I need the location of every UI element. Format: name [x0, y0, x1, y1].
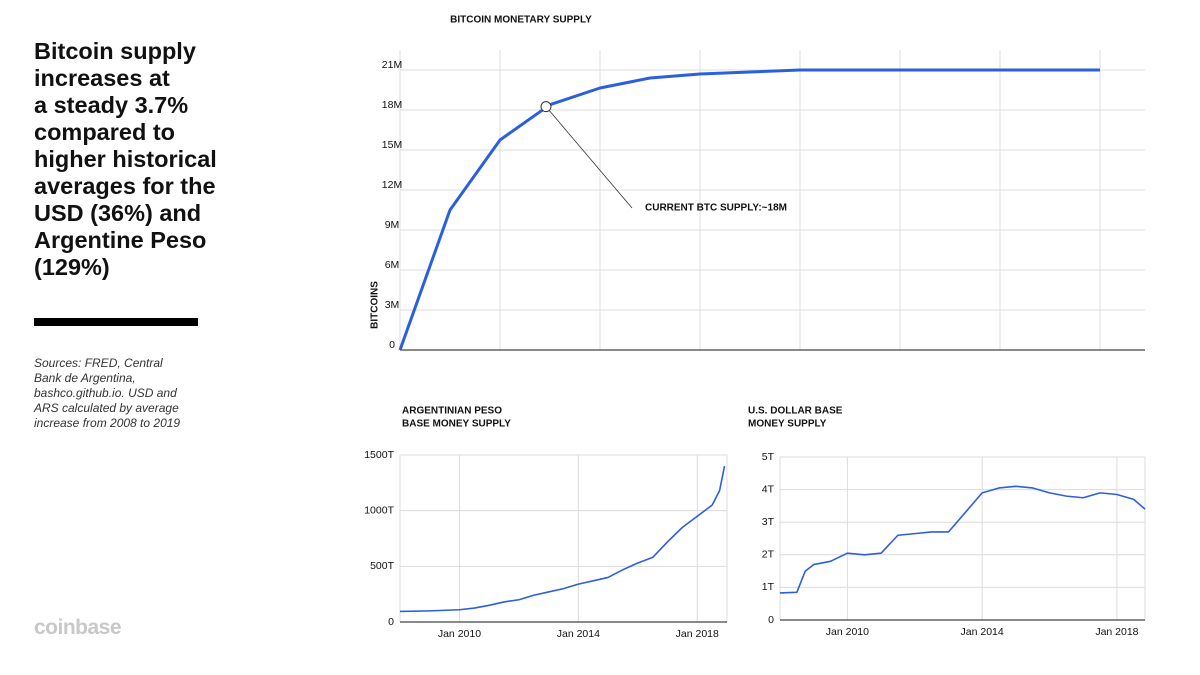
- sources-line: ARS calculated by average: [34, 401, 179, 415]
- x-tick-label: Jan 2018: [676, 628, 719, 640]
- sources-line: bashco.github.io. USD and: [34, 386, 177, 400]
- x-tick-label: Jan 2014: [557, 628, 600, 640]
- sources-line: increase from 2008 to 2019: [34, 416, 181, 430]
- headline: Bitcoin supply increases at a steady 3.7% c…: [34, 38, 217, 281]
- y-tick-label: 4T: [762, 483, 775, 495]
- y-tick-label: 0: [388, 616, 394, 628]
- sources-line: Bank de Argentina,: [34, 371, 136, 385]
- x-tick-label: Jan 2018: [1095, 626, 1138, 638]
- y-tick-label: 1500T: [364, 449, 394, 461]
- y-tick-label: 1T: [762, 581, 775, 593]
- y-tick-label: 21M: [382, 59, 402, 71]
- sources-line: Sources: FRED, Central: [34, 356, 163, 370]
- series-line: [399, 465, 726, 613]
- headline-line: compared to: [34, 119, 176, 145]
- headline-line: higher historical: [34, 146, 217, 172]
- chart-title: BASE MONEY SUPPLY: [402, 419, 511, 430]
- x-tick-label: Jan 2010: [438, 628, 481, 640]
- series-line: [779, 485, 1146, 594]
- y-tick-label: 6M: [385, 259, 400, 271]
- annotation: CURRENT BTC SUPPLY:~18M: [645, 203, 787, 214]
- divider: [34, 318, 198, 326]
- y-tick-label: 0: [768, 614, 774, 626]
- y-tick-label: 5T: [762, 451, 775, 463]
- headline-line: averages for the: [34, 173, 216, 199]
- headline-line: USD (36%) and: [34, 200, 202, 226]
- annotation-leader: [545, 106, 633, 209]
- y-tick-label: 2T: [762, 549, 775, 561]
- series-line: [398, 68, 1100, 351]
- y-tick-label: 1000T: [364, 504, 394, 516]
- y-tick-label: 500T: [370, 560, 395, 572]
- y-tick-label: 3M: [385, 299, 400, 311]
- chart-title: ARGENTINIAN PESO: [402, 406, 502, 417]
- y-tick-label: 0: [389, 339, 395, 351]
- x-tick-label: Jan 2010: [826, 626, 869, 638]
- headline-line: (129%): [34, 254, 110, 280]
- y-tick-label: 9M: [385, 219, 400, 231]
- brand-logo: coinbase: [34, 616, 122, 639]
- headline-line: Argentine Peso: [34, 227, 207, 253]
- x-tick-label: Jan 2014: [961, 626, 1004, 638]
- annotation-marker: [540, 101, 552, 113]
- chart-title: MONEY SUPPLY: [748, 419, 827, 430]
- headline-line: a steady 3.7%: [34, 92, 189, 118]
- chart-title: BITCOIN MONETARY SUPPLY: [450, 15, 592, 26]
- headline-line: increases at: [34, 65, 170, 91]
- y-axis-label: BITCOINS: [370, 281, 381, 329]
- y-tick-label: 15M: [382, 139, 402, 151]
- chart-title: U.S. DOLLAR BASE: [748, 406, 843, 417]
- y-tick-label: 3T: [762, 516, 775, 528]
- sources: Sources: FRED, Central Bank de Argentina,…: [34, 356, 180, 431]
- headline-line: Bitcoin supply: [34, 38, 196, 64]
- y-tick-label: 18M: [382, 99, 402, 111]
- y-tick-label: 12M: [382, 179, 402, 191]
